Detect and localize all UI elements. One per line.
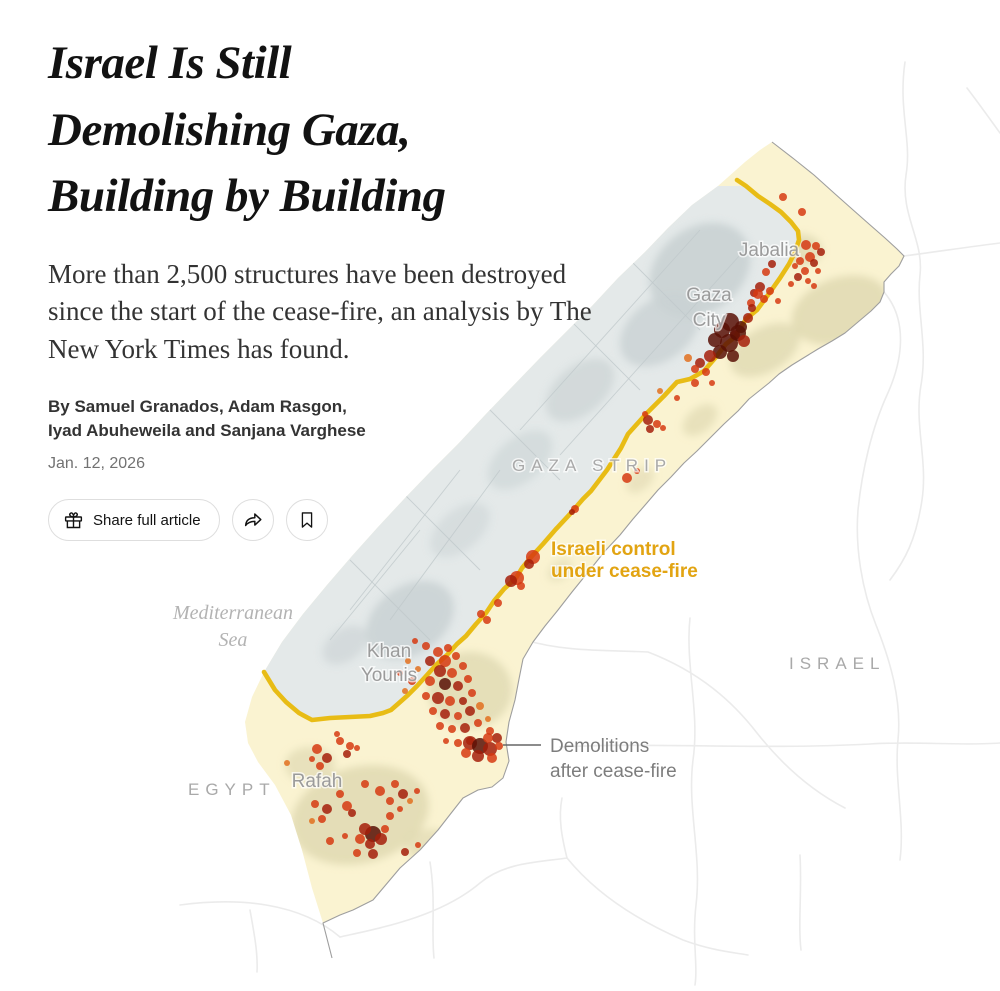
label-jabalia: Jabalia [739, 240, 800, 261]
publish-date: Jan. 12, 2026 [48, 455, 145, 473]
label-khan-younis-1: Khan [367, 641, 411, 662]
headline-line: Demolishing Gaza, [48, 103, 411, 156]
headline-line: Israel Is Still [48, 37, 292, 89]
article-header: Israel Is Still Demolishing Gaza, Building… [48, 30, 613, 542]
byline: By Samuel Granados, Adam Rasgon, Iyad Ab… [48, 395, 613, 443]
external-roads [179, 61, 1000, 986]
label-mediterranean-2: Sea [219, 629, 248, 651]
demolition-dots [284, 193, 825, 859]
label-gaza-strip: GAZA STRIP [512, 456, 672, 475]
bookmark-button[interactable] [285, 499, 328, 542]
label-demolitions-2: after cease-fire [550, 761, 677, 782]
bookmark-icon [301, 512, 312, 528]
label-demolitions-1: Demolitions [550, 736, 649, 757]
label-egypt: EGYPT [188, 780, 276, 799]
headline: Israel Is Still Demolishing Gaza, Building… [48, 30, 613, 230]
share-arrow-button[interactable] [231, 499, 274, 542]
headline-line: Building by Building [48, 170, 446, 223]
label-israeli-control-2: under cease-fire [551, 561, 698, 582]
label-israeli-control-1: Israeli control [551, 539, 676, 560]
article-summary: More than 2,500 structures have been des… [48, 259, 592, 364]
byline-line: By Samuel Granados, Adam Rasgon, [48, 396, 347, 416]
share-full-article-button[interactable]: Share full article [48, 499, 220, 542]
label-rafah: Rafah [292, 771, 343, 792]
strip-border [322, 141, 905, 959]
article-actions: Share full article [48, 499, 613, 542]
label-israel: ISRAEL [789, 654, 885, 673]
share-button-label: Share full article [93, 511, 201, 529]
built-up-areas-gray [322, 199, 751, 665]
share-arrow-icon [244, 513, 262, 527]
label-gaza-city-2: City [693, 310, 726, 331]
label-khan-younis-2: Younis [361, 665, 417, 686]
byline-line: Iyad Abuheweila and Sanjana Varghese [48, 421, 366, 441]
label-mediterranean-1: Mediterranean [172, 602, 293, 624]
label-gaza-city-1: Gaza [686, 285, 732, 306]
gift-icon [64, 511, 83, 528]
